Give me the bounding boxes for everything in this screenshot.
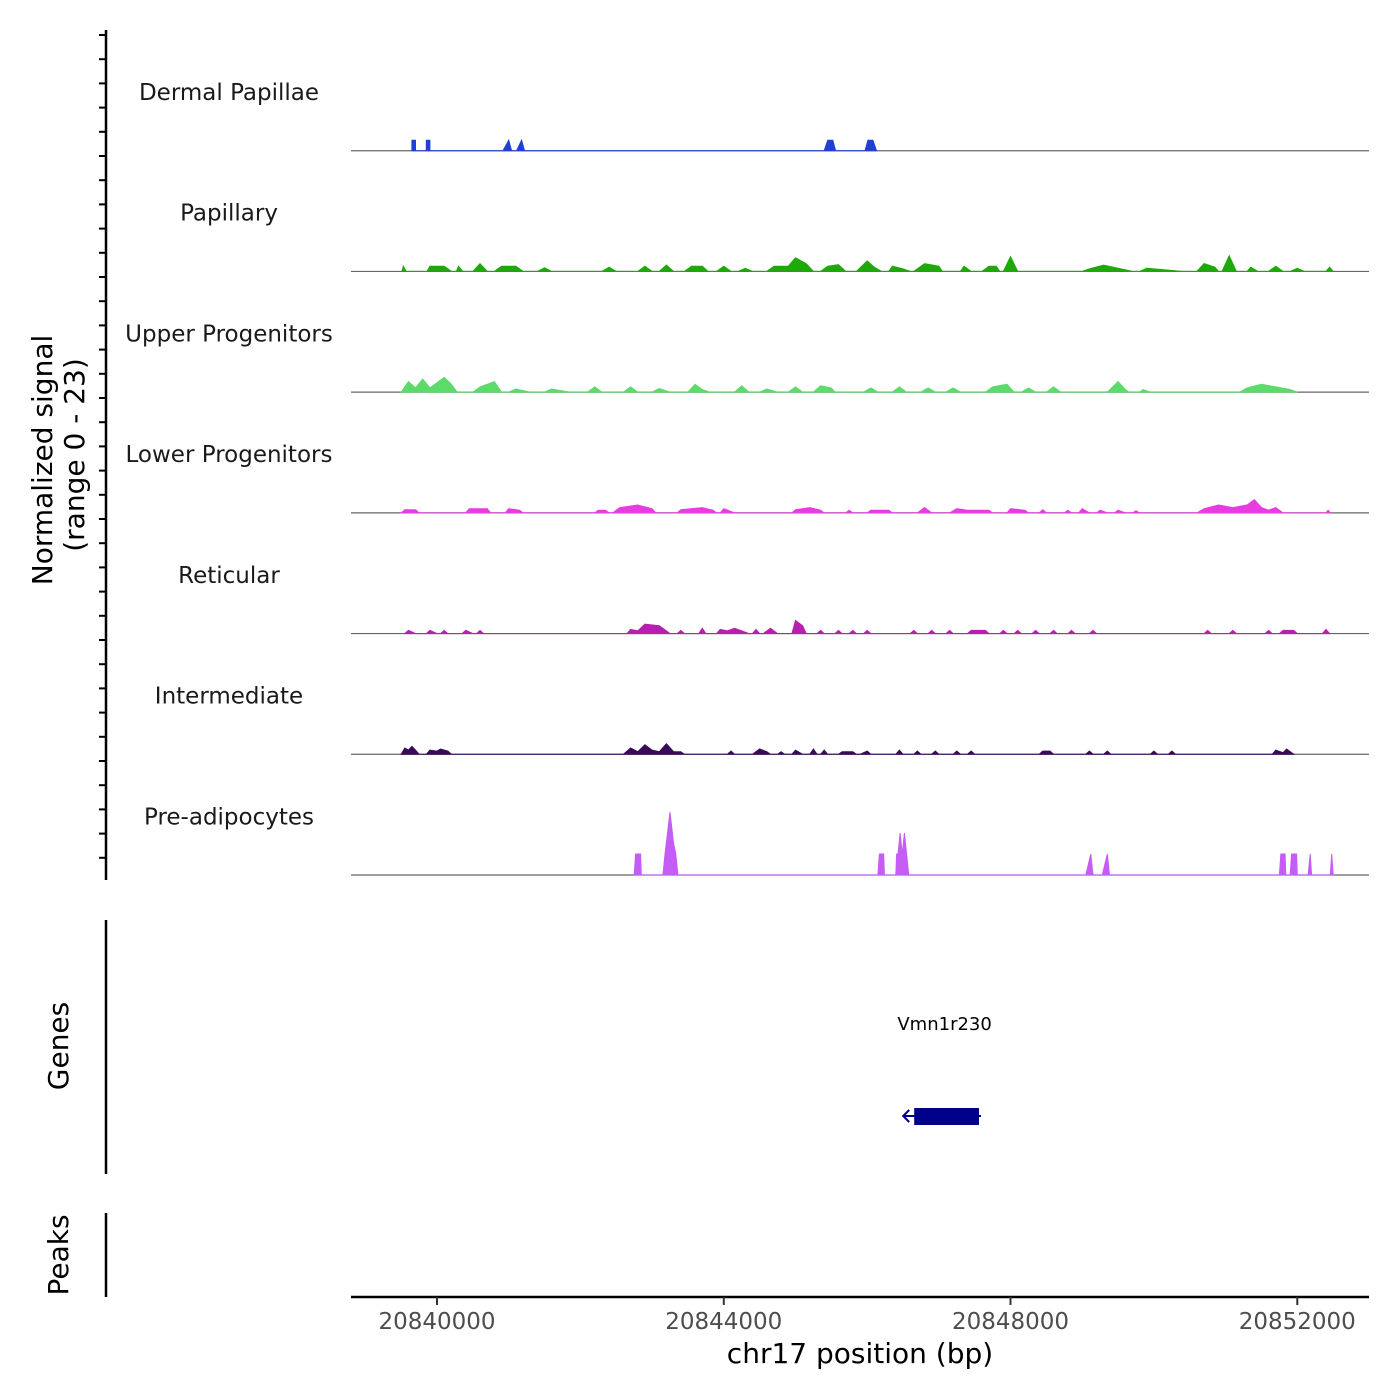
track-lower-progenitors: Lower Progenitors [126,442,1369,514]
track-label-papillary: Papillary [180,201,278,227]
x-tick-label: 20844000 [665,1309,782,1335]
gene-label: Vmn1r230 [897,1014,991,1035]
coverage-area-pre-adipocytes [633,811,1334,876]
track-label-dermal-papillae: Dermal Papillae [139,80,319,106]
track-label-lower-progenitors: Lower Progenitors [126,442,333,468]
x-tick-label: 20852000 [1239,1309,1356,1335]
gene-annotations: Vmn1r230 [897,1014,992,1125]
coverage-area-intermediate [400,743,1296,755]
track-dermal-papillae: Dermal Papillae [139,80,1369,152]
track-label-pre-adipocytes: Pre-adipocytes [144,804,314,830]
x-axis-title: chr17 position (bp) [727,1337,993,1370]
track-label-intermediate: Intermediate [155,684,303,710]
y-axis-title: Normalized signal [26,335,59,586]
coverage-area-dermal-papillae [411,138,878,152]
x-tick-label: 20840000 [378,1309,495,1335]
coverage-tracks: Dermal Papillae Papillary Upper Progenitor… [125,80,1369,876]
track-upper-progenitors: Upper Progenitors [125,321,1369,393]
gene-strand-arrow [901,1109,910,1123]
x-tick-label: 20848000 [952,1309,1069,1335]
coverage-area-lower-progenitors [399,499,1332,514]
track-label-upper-progenitors: Upper Progenitors [125,321,333,347]
track-pre-adipocytes: Pre-adipocytes [144,804,1369,876]
coverage-area-papillary [401,254,1335,272]
peaks-panel-label: Peaks [42,1214,75,1295]
genes-panel-label: Genes [42,1002,75,1090]
track-intermediate: Intermediate [155,684,1369,755]
gene-exon [914,1108,979,1125]
coverage-y-ticks [99,34,106,859]
track-papillary: Papillary [180,201,1369,273]
y-axis-range: (range 0 - 23) [58,358,91,552]
x-axis-ticks: 20840000 20844000 20848000 20852000 [378,1297,1356,1335]
coverage-area-reticular [403,619,1331,635]
coverage-area-upper-progenitors [400,376,1298,393]
track-reticular: Reticular [178,563,1369,635]
track-label-reticular: Reticular [178,563,280,589]
gene-vmn1r230: Vmn1r230 [897,1014,992,1125]
